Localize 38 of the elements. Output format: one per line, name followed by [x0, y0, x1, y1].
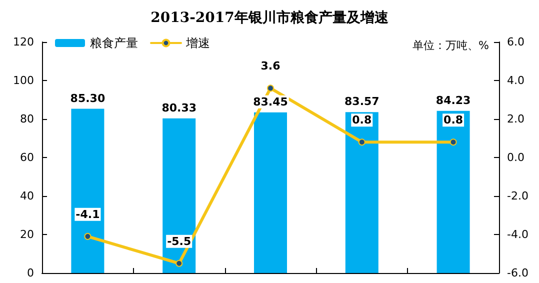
- data-label: 0.8: [352, 114, 372, 127]
- bar: [436, 110, 470, 273]
- y-tick-label: 20: [20, 228, 34, 241]
- data-label: 83.57: [344, 95, 380, 108]
- y-tick-label: 80: [20, 112, 34, 126]
- bar: [345, 112, 378, 273]
- data-label: -5.5: [167, 234, 192, 248]
- bar: [162, 118, 196, 273]
- y2-tick-label: -2.0: [507, 190, 528, 202]
- point: [176, 260, 183, 267]
- y-tick-label: 120: [13, 36, 34, 48]
- legend-label: 增速: [185, 36, 210, 50]
- data-label: 83.45: [253, 95, 288, 108]
- y-tick-label: 40: [20, 190, 34, 202]
- bar: [254, 112, 287, 273]
- data-label: 84.23: [436, 94, 471, 107]
- chart-title: 2013-2017年银川市粮食产量及增速: [150, 9, 390, 26]
- y2-tick-label: -4.0: [507, 228, 528, 241]
- data-label: 85.30: [70, 92, 106, 105]
- point: [450, 138, 457, 146]
- point: [267, 84, 274, 92]
- y-tick-label: 60: [20, 151, 34, 164]
- point: [84, 232, 92, 240]
- data-label: -4.1: [76, 208, 100, 221]
- bar: [71, 108, 104, 273]
- y2-tick-label: 2.0: [507, 112, 524, 126]
- y-tick-label: 0: [27, 266, 34, 280]
- data-label: 3.6: [260, 60, 281, 73]
- point: [358, 138, 366, 146]
- y-tick-label: 100: [13, 74, 34, 87]
- y2-tick-label: 6.0: [507, 36, 524, 48]
- y2-tick-label: 0.0: [507, 151, 524, 164]
- y2-tick-label: -6.0: [507, 266, 528, 280]
- legend-label: 粮食产量: [90, 36, 138, 50]
- y2-tick-label: 4.0: [507, 74, 524, 87]
- data-label: 80.33: [162, 101, 196, 114]
- annotation: 单位：万吨、%: [412, 39, 489, 52]
- data-label: 0.8: [444, 114, 464, 127]
